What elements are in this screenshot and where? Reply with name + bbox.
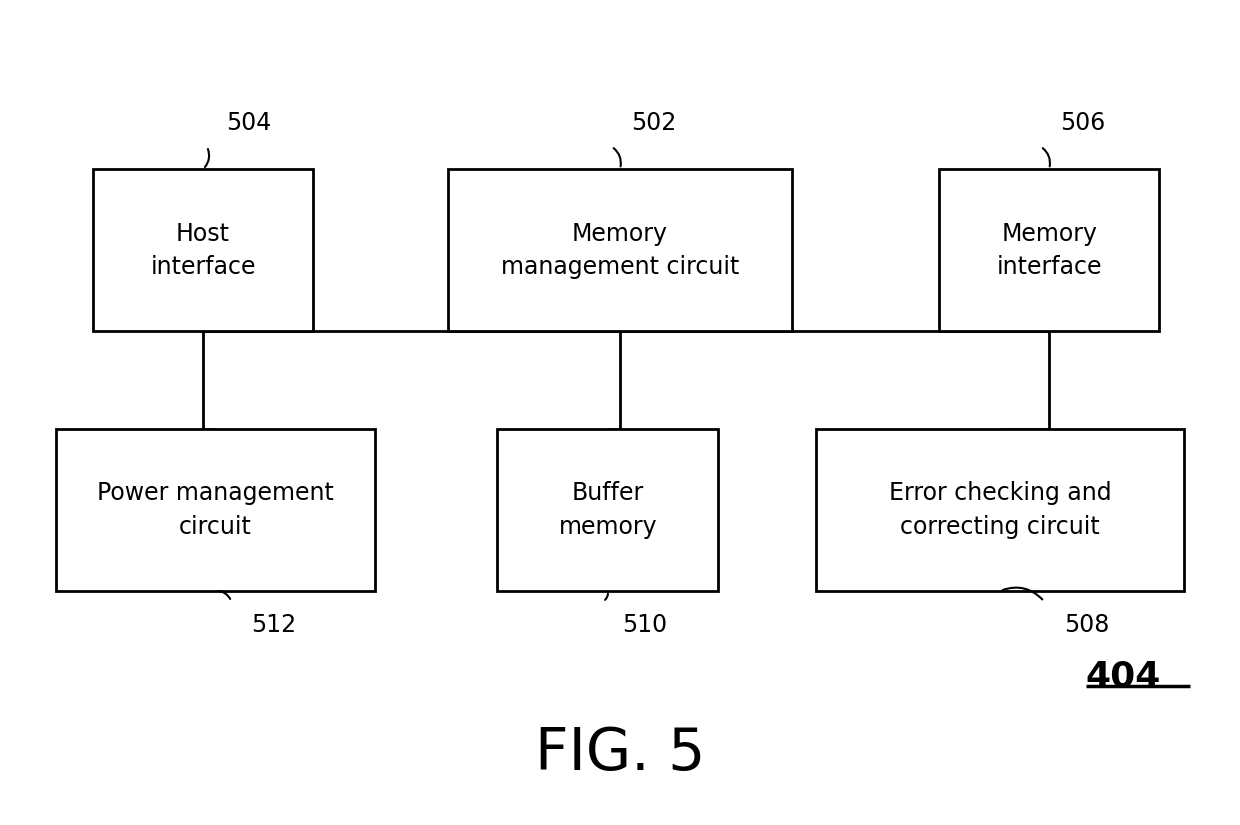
FancyBboxPatch shape (816, 429, 1184, 591)
Text: Memory
management circuit: Memory management circuit (501, 222, 739, 279)
FancyBboxPatch shape (497, 429, 718, 591)
Text: Power management
circuit: Power management circuit (97, 481, 334, 539)
Text: 506: 506 (1060, 111, 1105, 135)
FancyBboxPatch shape (93, 169, 314, 332)
Text: 512: 512 (250, 613, 296, 637)
Text: Host
interface: Host interface (150, 222, 255, 279)
FancyBboxPatch shape (449, 169, 791, 332)
Text: Buffer
memory: Buffer memory (558, 481, 657, 539)
Text: Error checking and
correcting circuit: Error checking and correcting circuit (889, 481, 1111, 539)
FancyBboxPatch shape (56, 429, 374, 591)
Text: 404: 404 (1086, 660, 1162, 694)
Text: FIG. 5: FIG. 5 (534, 724, 706, 781)
FancyBboxPatch shape (939, 169, 1159, 332)
Text: 508: 508 (1064, 613, 1110, 637)
Text: 510: 510 (622, 613, 667, 637)
Text: Memory
interface: Memory interface (997, 222, 1102, 279)
Text: 504: 504 (227, 111, 272, 135)
Text: 502: 502 (631, 111, 676, 135)
